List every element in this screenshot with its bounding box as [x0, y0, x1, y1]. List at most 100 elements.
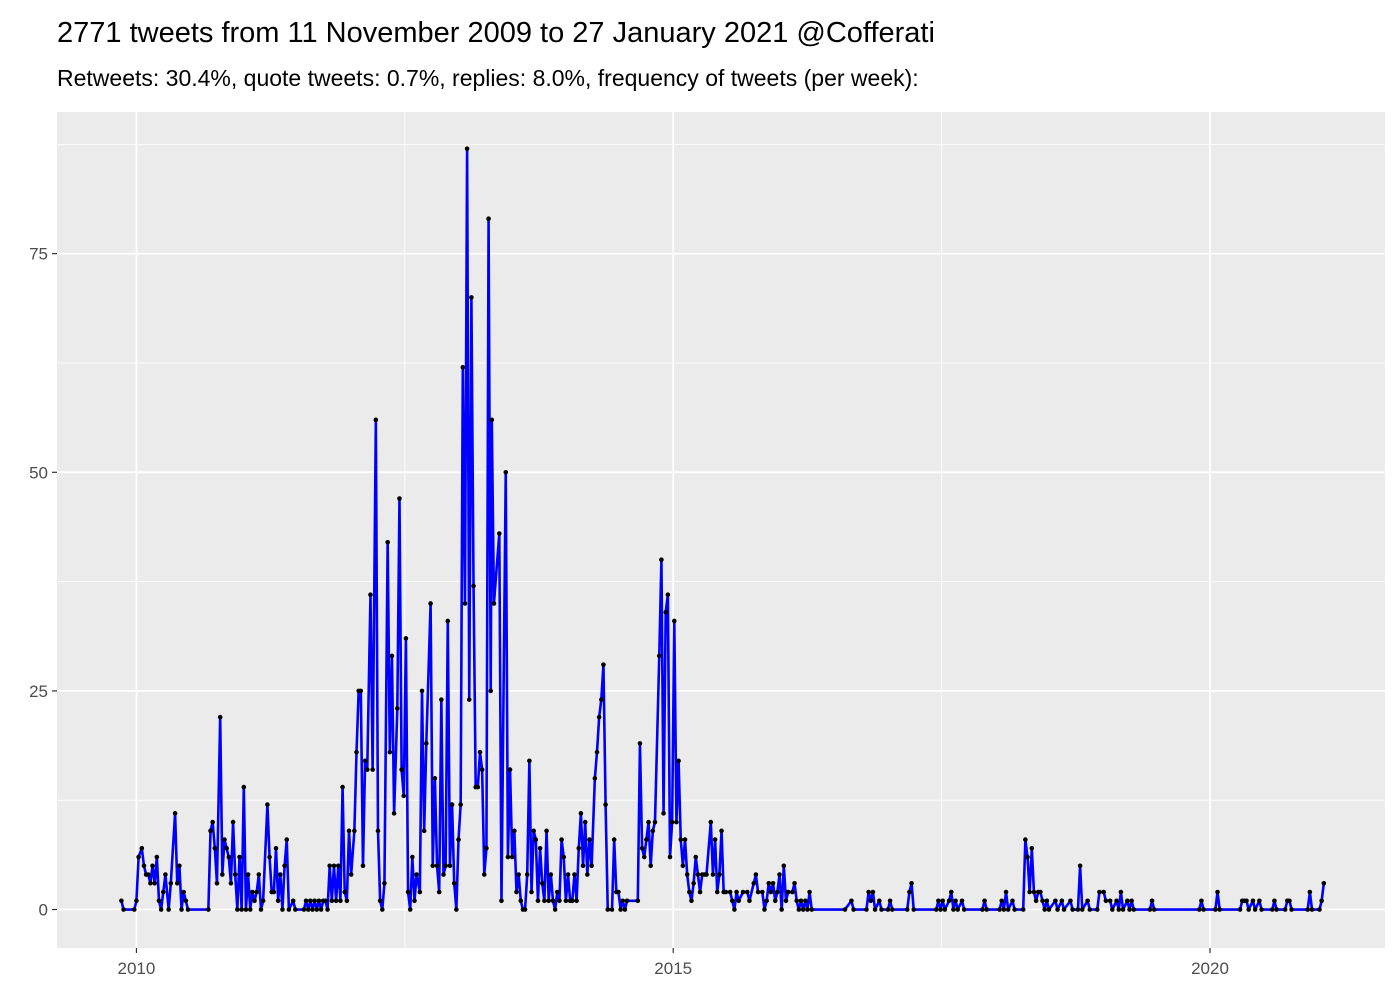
- data-point: [1031, 889, 1037, 895]
- data-point: [764, 898, 769, 904]
- data-point: [680, 863, 686, 869]
- data-point: [783, 898, 789, 904]
- data-point: [387, 749, 393, 755]
- data-point: [1101, 889, 1107, 895]
- data-point: [665, 592, 671, 598]
- data-point: [618, 907, 623, 912]
- data-point: [252, 898, 257, 904]
- data-point: [1116, 907, 1122, 912]
- data-point: [779, 907, 784, 912]
- data-point: [587, 837, 592, 842]
- data-point: [1023, 837, 1028, 842]
- data-point: [323, 898, 328, 904]
- data-point: [911, 907, 917, 912]
- data-point: [667, 854, 673, 860]
- data-point: [1075, 907, 1081, 912]
- data-point: [842, 907, 848, 912]
- data-point: [499, 898, 504, 904]
- data-point: [458, 802, 463, 807]
- data-point: [224, 846, 229, 851]
- data-point: [477, 749, 483, 755]
- data-point: [635, 898, 641, 904]
- data-point: [364, 767, 370, 772]
- data-point: [441, 872, 446, 877]
- data-point: [1274, 907, 1279, 912]
- data-point: [414, 872, 419, 877]
- data-point: [982, 898, 987, 904]
- data-point: [1309, 907, 1315, 912]
- data-point: [522, 907, 528, 912]
- data-point: [354, 749, 359, 755]
- data-point: [278, 872, 283, 877]
- data-point: [641, 854, 647, 860]
- data-point: [548, 872, 554, 877]
- data-point: [181, 889, 186, 895]
- data-point: [1131, 907, 1137, 912]
- data-point: [1257, 898, 1262, 904]
- data-point: [1199, 898, 1204, 904]
- data-point: [609, 907, 615, 912]
- data-point: [909, 880, 914, 886]
- data-point: [250, 889, 255, 895]
- data-point: [489, 417, 495, 423]
- data-point: [948, 889, 954, 895]
- data-point: [507, 767, 513, 772]
- data-point: [770, 880, 776, 886]
- data-point: [179, 907, 184, 912]
- data-point: [719, 828, 724, 834]
- data-point: [552, 907, 558, 912]
- data-point: [1317, 907, 1322, 912]
- data-point: [260, 898, 266, 904]
- data-point: [678, 837, 684, 842]
- data-point: [755, 889, 761, 895]
- data-point: [512, 828, 517, 834]
- data-point: [1120, 907, 1126, 912]
- data-point: [505, 854, 511, 860]
- data-point: [889, 907, 895, 912]
- data-point: [290, 898, 296, 904]
- data-point: [407, 907, 413, 912]
- data-point: [148, 880, 153, 886]
- plot-panel: [57, 112, 1385, 948]
- data-point: [529, 889, 534, 895]
- data-point: [509, 854, 515, 860]
- data-point: [1213, 907, 1218, 912]
- data-point: [936, 898, 941, 904]
- data-point: [286, 907, 292, 912]
- x-tick-label: 2020: [1191, 959, 1229, 978]
- data-point: [1077, 863, 1083, 869]
- data-point: [955, 907, 961, 912]
- data-point: [451, 880, 457, 886]
- data-point: [1252, 907, 1258, 912]
- data-point: [1003, 889, 1009, 895]
- data-point: [710, 872, 716, 877]
- data-point: [695, 872, 701, 877]
- data-point: [284, 837, 290, 842]
- data-point: [1033, 898, 1039, 904]
- data-point: [1147, 907, 1153, 912]
- data-point: [275, 898, 281, 904]
- data-point: [1046, 907, 1052, 912]
- data-point: [747, 898, 752, 904]
- data-point: [1319, 898, 1324, 904]
- y-tick-label: 50: [29, 463, 48, 482]
- data-point: [466, 697, 472, 702]
- data-point: [308, 898, 313, 904]
- data-point: [342, 889, 348, 895]
- data-point: [395, 706, 400, 711]
- data-point: [1282, 907, 1288, 912]
- data-point: [550, 898, 556, 904]
- data-point: [348, 872, 354, 877]
- y-tick-label: 25: [29, 682, 48, 701]
- data-point: [734, 889, 739, 895]
- data-point: [940, 898, 945, 904]
- data-point: [1307, 889, 1313, 895]
- data-point: [563, 898, 569, 904]
- data-point: [574, 898, 579, 904]
- data-point: [1044, 898, 1050, 904]
- data-point: [616, 889, 621, 895]
- data-point: [445, 618, 451, 624]
- data-point: [1149, 898, 1155, 904]
- data-point: [344, 898, 350, 904]
